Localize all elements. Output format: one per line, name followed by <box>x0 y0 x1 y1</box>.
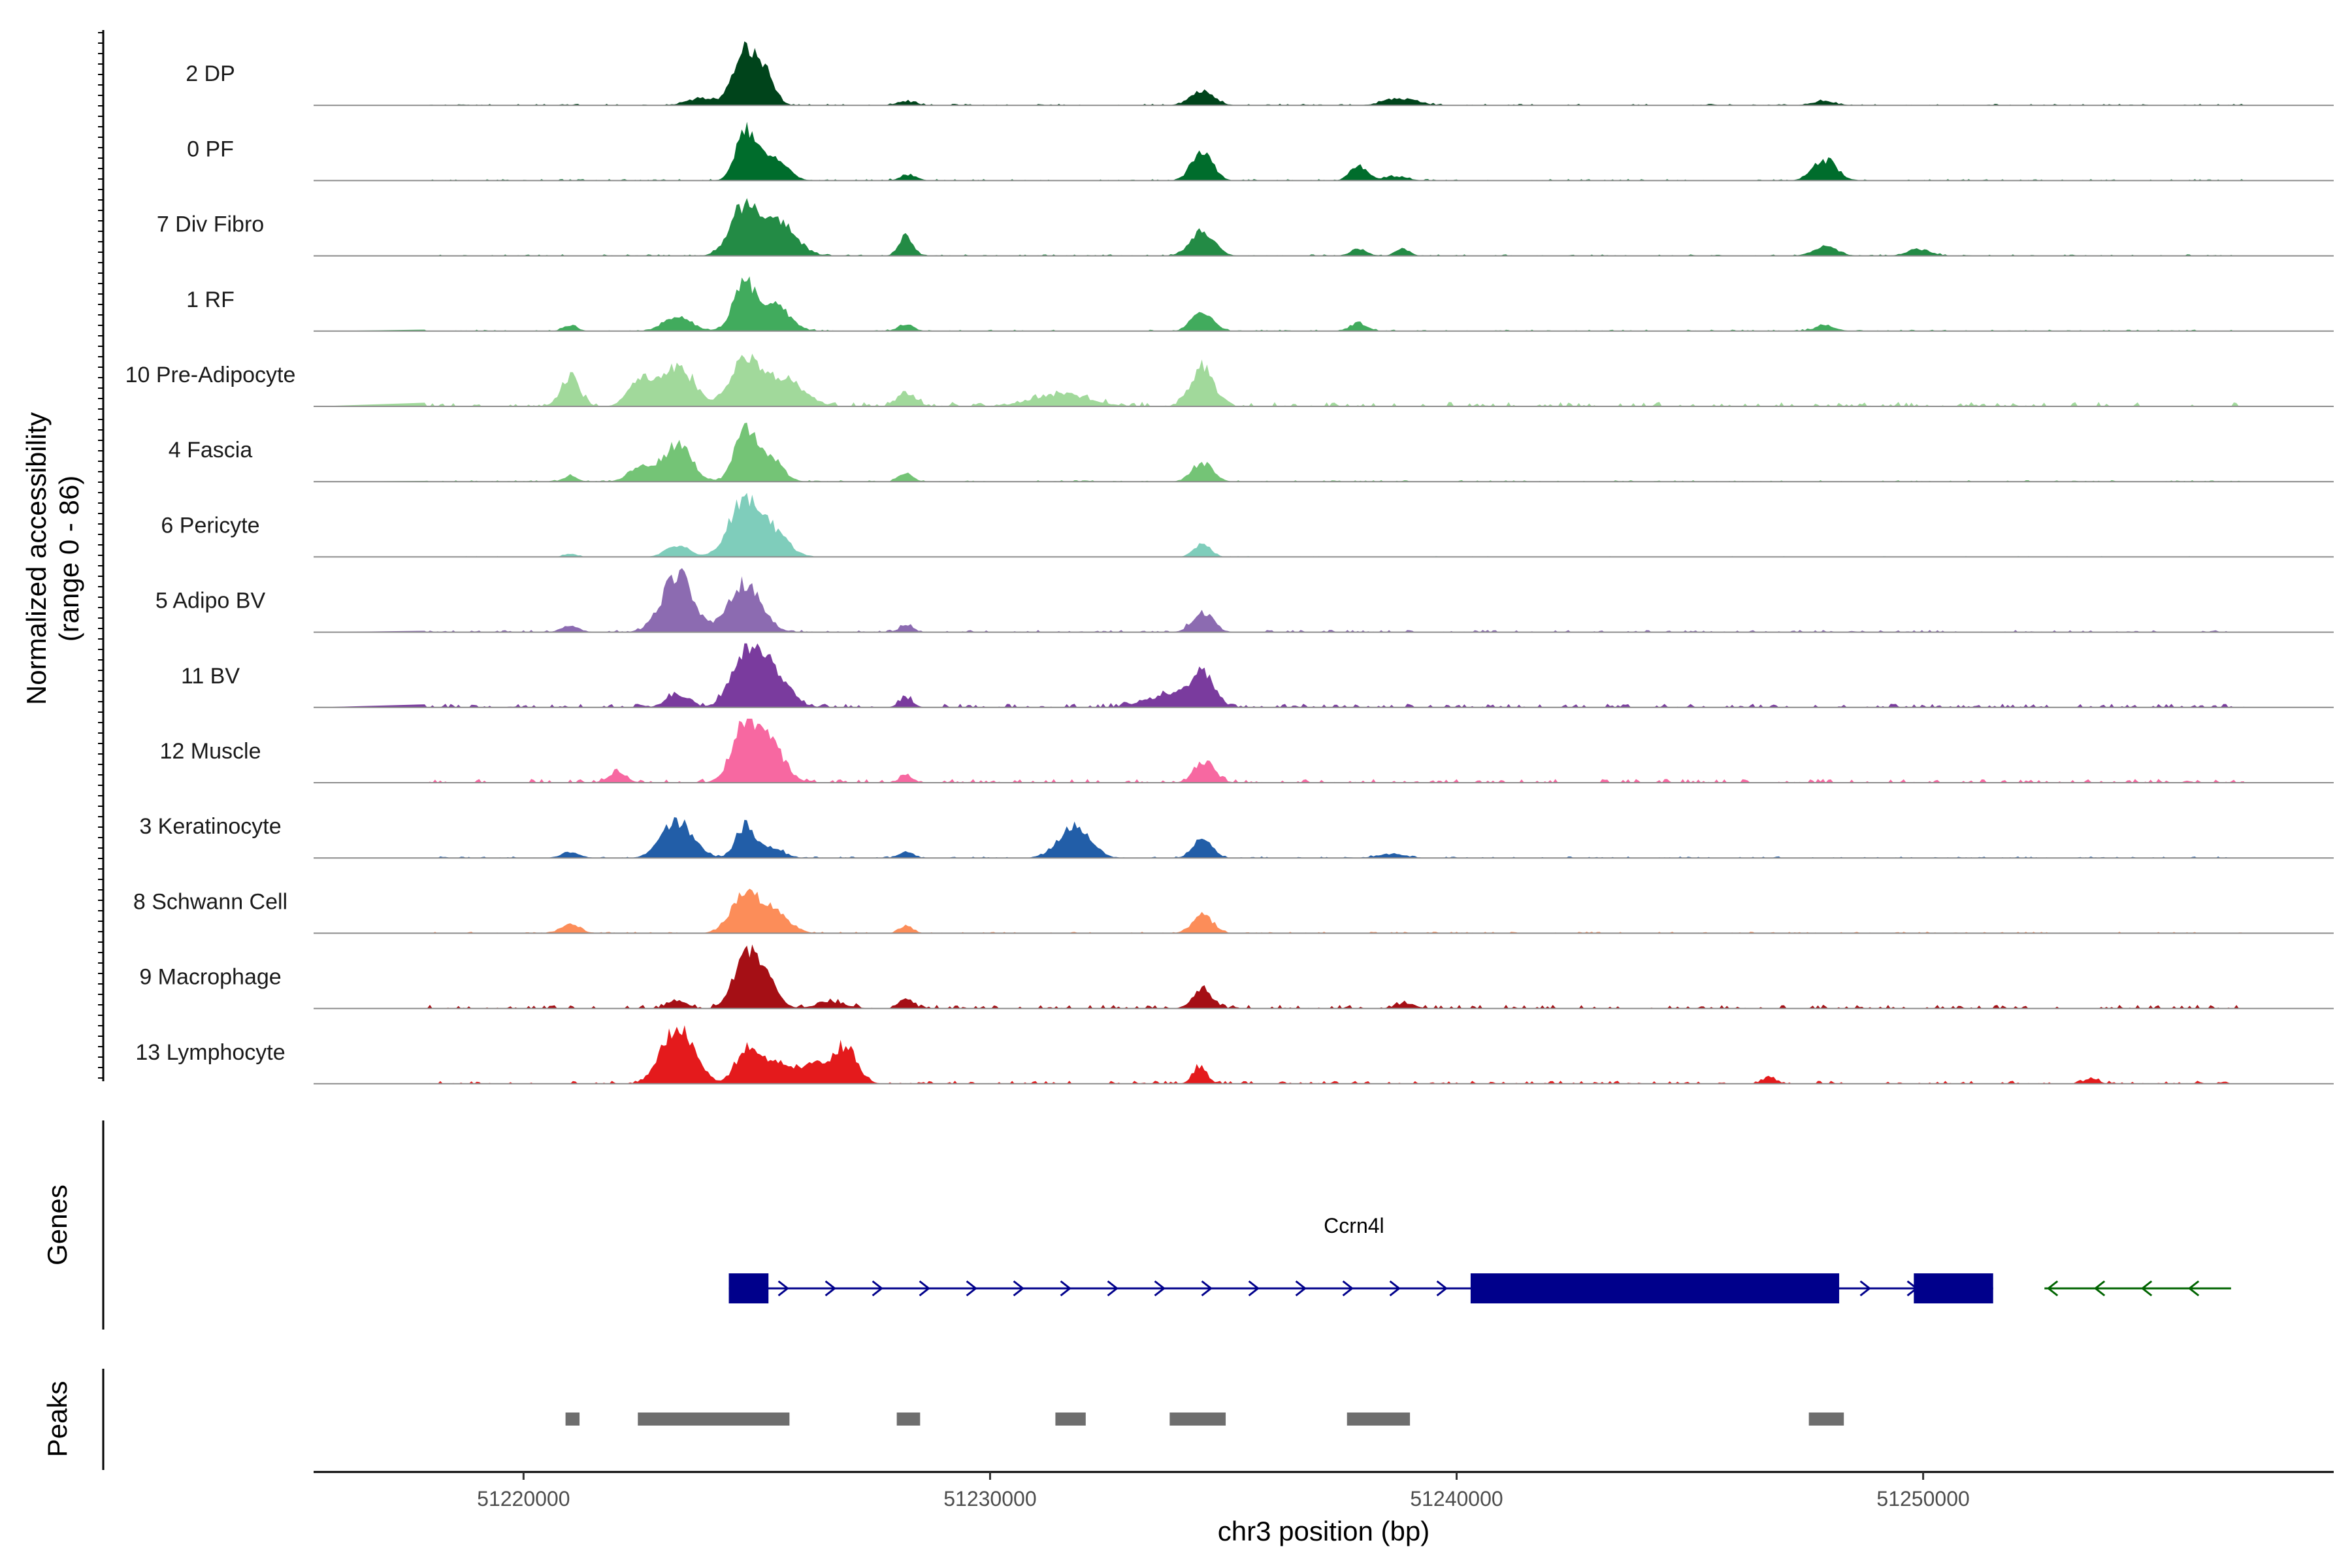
gene-exon <box>1914 1273 1993 1303</box>
strand-arrow <box>872 1280 883 1297</box>
track-11: 3 Keratinocyte <box>139 814 2334 859</box>
coverage-tracks: 2 DP 0 PF 7 Div Fibro 1 RF 10 Pre-Adipocyte 4… <box>125 41 2334 1085</box>
strand-arrow <box>1201 1280 1213 1297</box>
track-label: 11 BV <box>181 664 240 689</box>
peak-region <box>1347 1413 1411 1426</box>
peak-region <box>1169 1413 1226 1426</box>
strand-arrow <box>2140 1280 2153 1297</box>
peaks-title: Peaks <box>42 1381 73 1458</box>
track-signal <box>314 889 2244 934</box>
track-signal <box>314 422 2244 482</box>
strand-arrow <box>2093 1280 2106 1297</box>
track-6: 4 Fascia <box>169 422 2334 483</box>
strand-arrow <box>2046 1280 2059 1297</box>
track-label: 8 Schwann Cell <box>133 889 287 914</box>
track-signal <box>314 198 2244 256</box>
peak-region <box>896 1413 921 1426</box>
track-signal <box>314 568 2244 632</box>
track-14: 13 Lymphocyte <box>135 1025 2334 1085</box>
track-7: 6 Pericyte <box>161 493 2334 558</box>
track-label: 9 Macrophage <box>139 965 281 990</box>
y-title-line1: Normalized accessibility <box>21 412 52 705</box>
strand-arrow <box>966 1280 977 1297</box>
track-1: 2 DP <box>186 41 2334 106</box>
track-label: 1 RF <box>186 287 235 312</box>
x-tick-label: 51240000 <box>1410 1487 1503 1511</box>
track-label: 13 Lymphocyte <box>135 1040 285 1065</box>
gene-exon <box>1470 1273 1840 1303</box>
track-label: 5 Adipo BV <box>155 589 266 613</box>
track-4: 1 RF <box>186 276 2334 332</box>
track-label: 6 Pericyte <box>161 513 259 538</box>
strand-arrow <box>1107 1280 1119 1297</box>
strand-arrow <box>1295 1280 1307 1297</box>
track-13: 9 Macrophage <box>139 944 2334 1009</box>
track-label: 3 Keratinocyte <box>139 814 281 839</box>
gene-2: Elf2 <box>2044 1280 2231 1297</box>
x-tick-label: 51250000 <box>1876 1487 1969 1511</box>
peak-region <box>1808 1413 1844 1426</box>
peak-track <box>565 1413 1844 1426</box>
track-signal <box>314 1025 2244 1084</box>
coverage-y-title: Normalized accessibility (range 0 - 86) <box>21 412 84 705</box>
track-label: 12 Muscle <box>160 739 261 764</box>
gene-label: Ccrn4l <box>1324 1214 1384 1237</box>
track-2: 0 PF <box>187 122 2334 182</box>
strand-arrow <box>1436 1280 1448 1297</box>
x-tick-label: 51220000 <box>477 1487 570 1511</box>
track-3: 7 Div Fibro <box>157 198 2334 257</box>
track-label: 7 Div Fibro <box>157 212 264 237</box>
strand-arrow <box>1154 1280 1166 1297</box>
x-ticks: 51220000 51230000 51240000 51250000 <box>477 1472 1970 1511</box>
gene-1: Ccrn4l <box>728 1214 1993 1303</box>
track-signal <box>314 353 2244 406</box>
strand-arrow <box>1060 1280 1071 1297</box>
coverage-y-ticks <box>98 32 103 1079</box>
strand-arrow <box>1389 1280 1401 1297</box>
track-signal <box>314 122 2244 181</box>
strand-arrow <box>825 1280 836 1297</box>
strand-arrow <box>1342 1280 1354 1297</box>
gene-exon <box>728 1273 769 1303</box>
strand-arrow <box>1013 1280 1024 1297</box>
genes-title: Genes <box>42 1184 73 1266</box>
track-label: 0 PF <box>187 137 234 161</box>
peak-region <box>638 1413 790 1426</box>
track-12: 8 Schwann Cell <box>133 889 2334 934</box>
peak-region <box>1055 1413 1086 1426</box>
track-signal <box>314 493 2244 557</box>
strand-arrow <box>1859 1280 1871 1297</box>
track-signal <box>314 719 2244 783</box>
track-signal <box>314 643 2244 708</box>
track-10: 12 Muscle <box>160 719 2334 783</box>
x-tick-label: 51230000 <box>943 1487 1036 1511</box>
track-label: 2 DP <box>186 61 235 86</box>
strand-arrow <box>1248 1280 1260 1297</box>
track-label: 4 Fascia <box>169 438 253 463</box>
track-label: 10 Pre-Adipocyte <box>125 363 296 387</box>
track-5: 10 Pre-Adipocyte <box>125 353 2334 407</box>
gene-track: Ccrn4l Elf2 <box>728 1214 2231 1303</box>
track-9: 11 BV <box>181 643 2334 708</box>
y-title-line2: (range 0 - 86) <box>54 476 84 642</box>
x-axis-title: chr3 position (bp) <box>1218 1516 1430 1546</box>
track-signal <box>314 817 2244 858</box>
peak-region <box>565 1413 580 1426</box>
track-8: 5 Adipo BV <box>155 568 2334 633</box>
track-signal <box>314 276 2244 331</box>
strand-arrow <box>919 1280 930 1297</box>
strand-arrow <box>777 1280 789 1297</box>
strand-arrow <box>2187 1280 2200 1297</box>
track-signal <box>314 41 2244 106</box>
track-signal <box>314 944 2244 1009</box>
